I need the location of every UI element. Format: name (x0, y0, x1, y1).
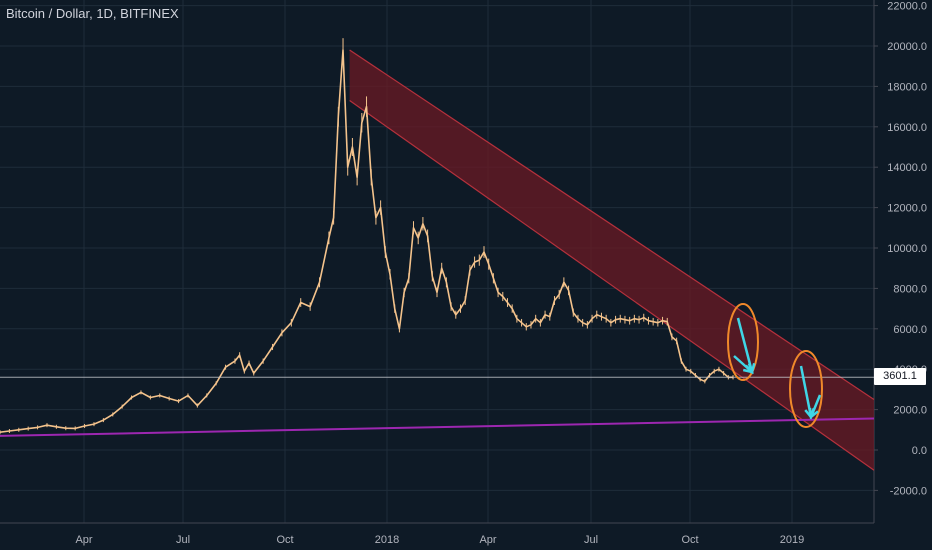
support-line (0, 417, 875, 437)
x-tick-label: Oct (681, 534, 698, 546)
y-tick-label: -2000.0 (890, 485, 927, 497)
price-line (0, 49, 733, 433)
y-tick-label: 18000.0 (887, 81, 927, 93)
y-tick-label: 16000.0 (887, 122, 927, 134)
x-tick-label: Oct (276, 534, 293, 546)
annotation-ellipse-2 (789, 350, 823, 428)
annotation-arrow-1b (733, 355, 753, 373)
channel-upper-line (349, 49, 875, 400)
x-tick-label: 2019 (780, 534, 804, 546)
y-tick-label: 6000.0 (893, 324, 927, 336)
y-tick-label: 0.0 (912, 445, 927, 457)
x-tick-label: 2018 (375, 534, 399, 546)
x-tick-label: Apr (479, 534, 496, 546)
y-tick-label: 22000.0 (887, 1, 927, 13)
y-tick-label: 8000.0 (893, 283, 927, 295)
y-tick-label: 10000.0 (887, 243, 927, 255)
current-price-badge: 3601.1 (874, 368, 926, 385)
channel-lower-line (349, 100, 875, 471)
annotation-arrow-2b-head (808, 407, 819, 420)
annotation-arrow-1b-head (742, 363, 754, 374)
x-tick-label: Jul (176, 534, 190, 546)
x-tick-label: Jul (584, 534, 598, 546)
y-tick-label: 12000.0 (887, 203, 927, 215)
annotation-arrow-1 (736, 317, 754, 373)
y-tick-label: 20000.0 (887, 41, 927, 53)
x-tick-label: Apr (75, 534, 92, 546)
annotation-arrow-2b (809, 394, 822, 418)
y-tick-label: 2000.0 (893, 405, 927, 417)
annotation-ellipse-1 (727, 303, 759, 381)
chart-title: Bitcoin / Dollar, 1D, BITFINEX (6, 6, 179, 21)
y-tick-label: 14000.0 (887, 162, 927, 174)
